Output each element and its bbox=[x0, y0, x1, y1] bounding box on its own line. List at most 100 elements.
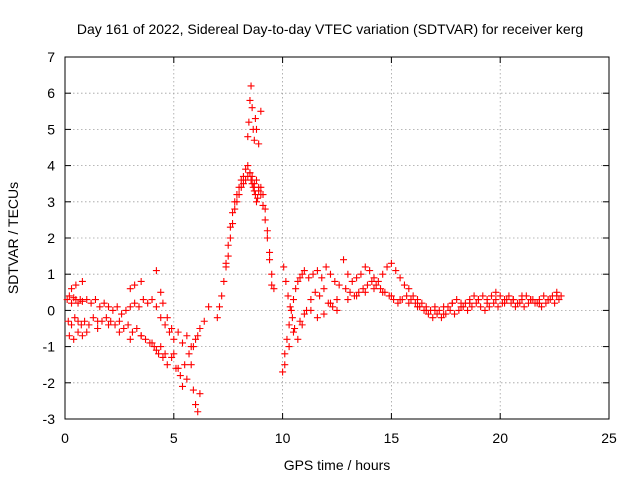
data-point-marker bbox=[235, 183, 243, 191]
data-point-marker bbox=[318, 274, 326, 282]
data-point-marker bbox=[100, 299, 108, 307]
data-point-marker bbox=[379, 288, 387, 296]
data-point-marker bbox=[446, 306, 454, 314]
data-point-marker bbox=[257, 191, 265, 199]
data-point-marker bbox=[85, 321, 93, 329]
data-point-marker bbox=[250, 136, 258, 144]
data-point-marker bbox=[266, 256, 274, 264]
data-point-marker bbox=[124, 321, 132, 329]
data-point-marker bbox=[131, 299, 139, 307]
data-point-marker bbox=[387, 259, 395, 267]
data-point-marker bbox=[168, 325, 176, 332]
data-point-marker bbox=[544, 296, 552, 304]
data-point-marker bbox=[74, 317, 82, 325]
data-point-marker bbox=[288, 314, 296, 322]
data-point-marker bbox=[161, 350, 169, 358]
data-point-marker bbox=[335, 281, 343, 289]
data-point-marker bbox=[313, 267, 321, 275]
data-point-marker bbox=[77, 321, 85, 329]
data-point-marker bbox=[266, 248, 274, 256]
data-point-marker bbox=[64, 317, 72, 325]
data-point-marker bbox=[65, 332, 73, 340]
x-tick-label: 25 bbox=[601, 430, 617, 446]
data-point-marker bbox=[179, 339, 187, 347]
data-point-marker bbox=[538, 303, 546, 311]
data-point-marker bbox=[329, 303, 337, 311]
data-point-marker bbox=[505, 292, 513, 300]
data-point-marker bbox=[553, 292, 561, 300]
data-point-marker bbox=[331, 277, 339, 285]
data-point-marker bbox=[270, 285, 278, 293]
data-point-marker bbox=[326, 299, 334, 307]
data-point-marker bbox=[157, 288, 165, 296]
data-point-marker bbox=[183, 332, 191, 340]
data-point-marker bbox=[429, 314, 437, 322]
data-point-marker bbox=[157, 343, 165, 351]
data-point-marker bbox=[527, 296, 535, 304]
data-point-marker bbox=[244, 162, 252, 170]
data-point-marker bbox=[284, 292, 292, 300]
data-point-marker bbox=[518, 292, 526, 300]
data-point-marker bbox=[320, 285, 328, 293]
data-point-marker bbox=[305, 274, 313, 282]
data-point-marker bbox=[246, 96, 254, 104]
data-point-marker bbox=[348, 277, 356, 285]
data-point-marker bbox=[294, 335, 302, 343]
data-point-marker bbox=[396, 274, 404, 282]
data-point-marker bbox=[128, 328, 136, 336]
data-point-marker bbox=[411, 299, 419, 307]
data-point-marker bbox=[387, 292, 395, 300]
data-point-marker bbox=[126, 303, 134, 311]
data-point-marker bbox=[307, 296, 315, 304]
data-point-marker bbox=[492, 288, 500, 296]
data-point-marker bbox=[346, 288, 354, 296]
data-point-marker bbox=[255, 183, 263, 191]
data-point-marker bbox=[466, 299, 474, 307]
data-point-marker bbox=[440, 303, 448, 311]
data-point-marker bbox=[222, 259, 230, 267]
data-point-marker bbox=[200, 317, 208, 325]
y-tick-label: 4 bbox=[47, 158, 55, 174]
data-point-marker bbox=[540, 292, 548, 300]
data-point-marker bbox=[181, 361, 189, 369]
data-point-marker bbox=[70, 335, 78, 343]
data-point-marker bbox=[261, 205, 269, 213]
data-point-marker bbox=[307, 306, 315, 314]
data-point-marker bbox=[261, 216, 269, 224]
data-point-marker bbox=[165, 328, 173, 336]
data-point-marker bbox=[503, 296, 511, 304]
data-point-marker bbox=[215, 303, 223, 311]
data-point-marker bbox=[213, 314, 221, 322]
data-point-marker bbox=[196, 325, 204, 332]
data-point-marker bbox=[300, 310, 308, 318]
data-point-marker bbox=[353, 292, 361, 300]
data-point-marker bbox=[379, 270, 387, 278]
data-point-marker bbox=[363, 281, 371, 289]
data-point-marker bbox=[155, 350, 163, 358]
data-point-marker bbox=[268, 281, 276, 289]
data-point-marker bbox=[72, 281, 80, 289]
data-point-marker bbox=[400, 281, 408, 289]
data-point-marker bbox=[422, 306, 430, 314]
data-point-marker bbox=[137, 332, 145, 340]
data-point-marker bbox=[239, 172, 247, 180]
y-tick-label: 0 bbox=[47, 302, 55, 318]
data-point-marker bbox=[509, 296, 517, 304]
data-point-marker bbox=[229, 220, 237, 228]
data-point-marker bbox=[370, 285, 378, 293]
data-point-marker bbox=[520, 303, 528, 311]
chart-title: Day 161 of 2022, Sidereal Day-to-day VTE… bbox=[77, 21, 583, 37]
data-point-marker bbox=[287, 306, 295, 314]
data-point-marker bbox=[414, 303, 422, 311]
data-point-marker bbox=[409, 292, 417, 300]
data-point-marker bbox=[263, 227, 271, 235]
data-point-marker bbox=[433, 310, 441, 318]
data-point-marker bbox=[78, 297, 86, 305]
data-point-marker bbox=[555, 296, 563, 304]
data-point-marker bbox=[185, 350, 193, 358]
data-point-marker bbox=[133, 325, 141, 332]
data-point-marker bbox=[65, 292, 73, 300]
data-point-marker bbox=[424, 310, 432, 318]
data-point-marker bbox=[257, 107, 265, 115]
data-point-marker bbox=[300, 267, 308, 275]
